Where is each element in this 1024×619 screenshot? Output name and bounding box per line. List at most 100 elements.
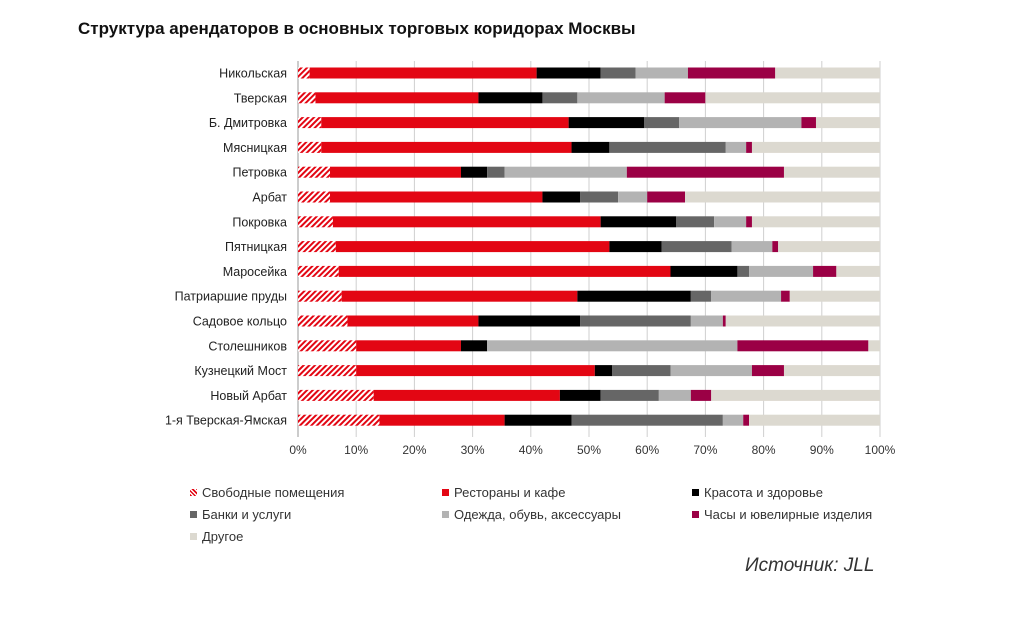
bar-segment: [772, 241, 779, 253]
bar-segment: [751, 216, 880, 228]
category-label: Никольская: [219, 67, 287, 81]
bar-segment: [478, 315, 581, 327]
bar-segment: [460, 166, 488, 178]
legend-item: Банки и услуги: [190, 507, 291, 522]
bar-segment: [626, 166, 784, 178]
bar-segment: [722, 315, 726, 327]
bar-segment: [332, 216, 601, 228]
bar-segment: [746, 141, 752, 153]
bar-segment: [600, 216, 677, 228]
bar-segment: [335, 241, 610, 253]
bar-segment: [705, 92, 880, 104]
x-tick-label: 20%: [402, 443, 426, 457]
bar-segment: [330, 191, 543, 203]
bar-segment: [711, 290, 782, 302]
bar-segment: [751, 365, 784, 377]
bar-segment: [298, 166, 331, 178]
bar-segment: [661, 241, 732, 253]
bar-segment: [536, 67, 601, 79]
bar-segment: [725, 141, 747, 153]
category-label: Садовое кольцо: [193, 315, 287, 329]
bar-segment: [690, 389, 712, 401]
bar-segment: [298, 414, 380, 426]
bar-segment: [609, 241, 662, 253]
category-label: Петровка: [233, 166, 288, 180]
bar-segment: [743, 414, 750, 426]
bar-segment: [789, 290, 880, 302]
bar-segment: [356, 365, 595, 377]
bar-segment: [600, 389, 659, 401]
bar-segment: [711, 389, 880, 401]
bar-segment: [725, 315, 880, 327]
bar-segment: [298, 315, 348, 327]
bar-segment: [580, 191, 619, 203]
legend-item: Красота и здоровье: [692, 485, 823, 500]
category-label: Покровка: [232, 215, 287, 229]
bar-segment: [542, 92, 578, 104]
bar-segment: [815, 117, 880, 129]
legend-swatch: [692, 489, 699, 496]
category-label: Пятницкая: [225, 240, 287, 254]
legend-label: Часы и ювелирные изделия: [704, 507, 873, 522]
bar-segment: [664, 92, 706, 104]
bar-segment: [577, 92, 665, 104]
bar-segment: [644, 117, 680, 129]
bar-segment: [298, 290, 342, 302]
category-label: Маросейка: [223, 265, 287, 279]
x-tick-label: 90%: [810, 443, 834, 457]
bar-segment: [746, 216, 752, 228]
legend-label: Красота и здоровье: [704, 485, 824, 500]
bar-segment: [690, 290, 712, 302]
category-label: Б. Дмитровка: [209, 116, 287, 130]
bar-segment: [559, 389, 601, 401]
bar-segment: [679, 117, 802, 129]
legend-item: Одежда, обувь, аксессуары: [442, 507, 621, 522]
bar-segment: [298, 365, 357, 377]
category-label: Новый Арбат: [210, 389, 287, 403]
bar-segment: [690, 315, 723, 327]
bar-segment: [315, 92, 479, 104]
x-tick-label: 70%: [693, 443, 717, 457]
bar-segment: [731, 241, 773, 253]
category-label: Арбат: [252, 191, 287, 205]
bar-segment: [478, 92, 543, 104]
bar-segment: [321, 117, 569, 129]
category-label: 1-я Тверская-Ямская: [165, 414, 287, 428]
legend-item: Рестораны и кафе: [442, 485, 565, 500]
bar-segment: [751, 141, 880, 153]
bar-segment: [600, 67, 636, 79]
x-tick-label: 60%: [635, 443, 659, 457]
bar-segment: [783, 365, 880, 377]
x-tick-label: 10%: [344, 443, 368, 457]
bar-segment: [298, 265, 339, 277]
bar-segment: [714, 216, 747, 228]
bar-segment: [778, 241, 880, 253]
bar-segment: [338, 265, 671, 277]
bar-segment: [676, 216, 715, 228]
legend-swatch: [442, 489, 449, 496]
bar-segment: [737, 340, 869, 352]
bar-segment: [379, 414, 505, 426]
bar-segment: [341, 290, 578, 302]
bar-segment: [775, 67, 880, 79]
bar-segment: [868, 340, 880, 352]
category-label: Патриаршие пруды: [175, 290, 287, 304]
legend-label: Свободные помещения: [202, 485, 345, 500]
legend-item: Другое: [190, 529, 243, 544]
category-label: Мясницкая: [223, 141, 287, 155]
bar-segment: [321, 141, 572, 153]
bar-segment: [635, 67, 688, 79]
legend-label: Другое: [202, 529, 244, 544]
bar-segment: [612, 365, 671, 377]
bar-segment: [658, 389, 691, 401]
legend-label: Банки и услуги: [202, 507, 292, 522]
bar-segment: [298, 141, 322, 153]
legend-item: Свободные помещения: [190, 485, 344, 500]
bar-segment: [670, 265, 738, 277]
bar-segment: [460, 340, 488, 352]
bar-segment: [298, 117, 322, 129]
legend-label: Рестораны и кафе: [454, 485, 566, 500]
bar-segment: [836, 265, 880, 277]
bar-segment: [309, 67, 537, 79]
